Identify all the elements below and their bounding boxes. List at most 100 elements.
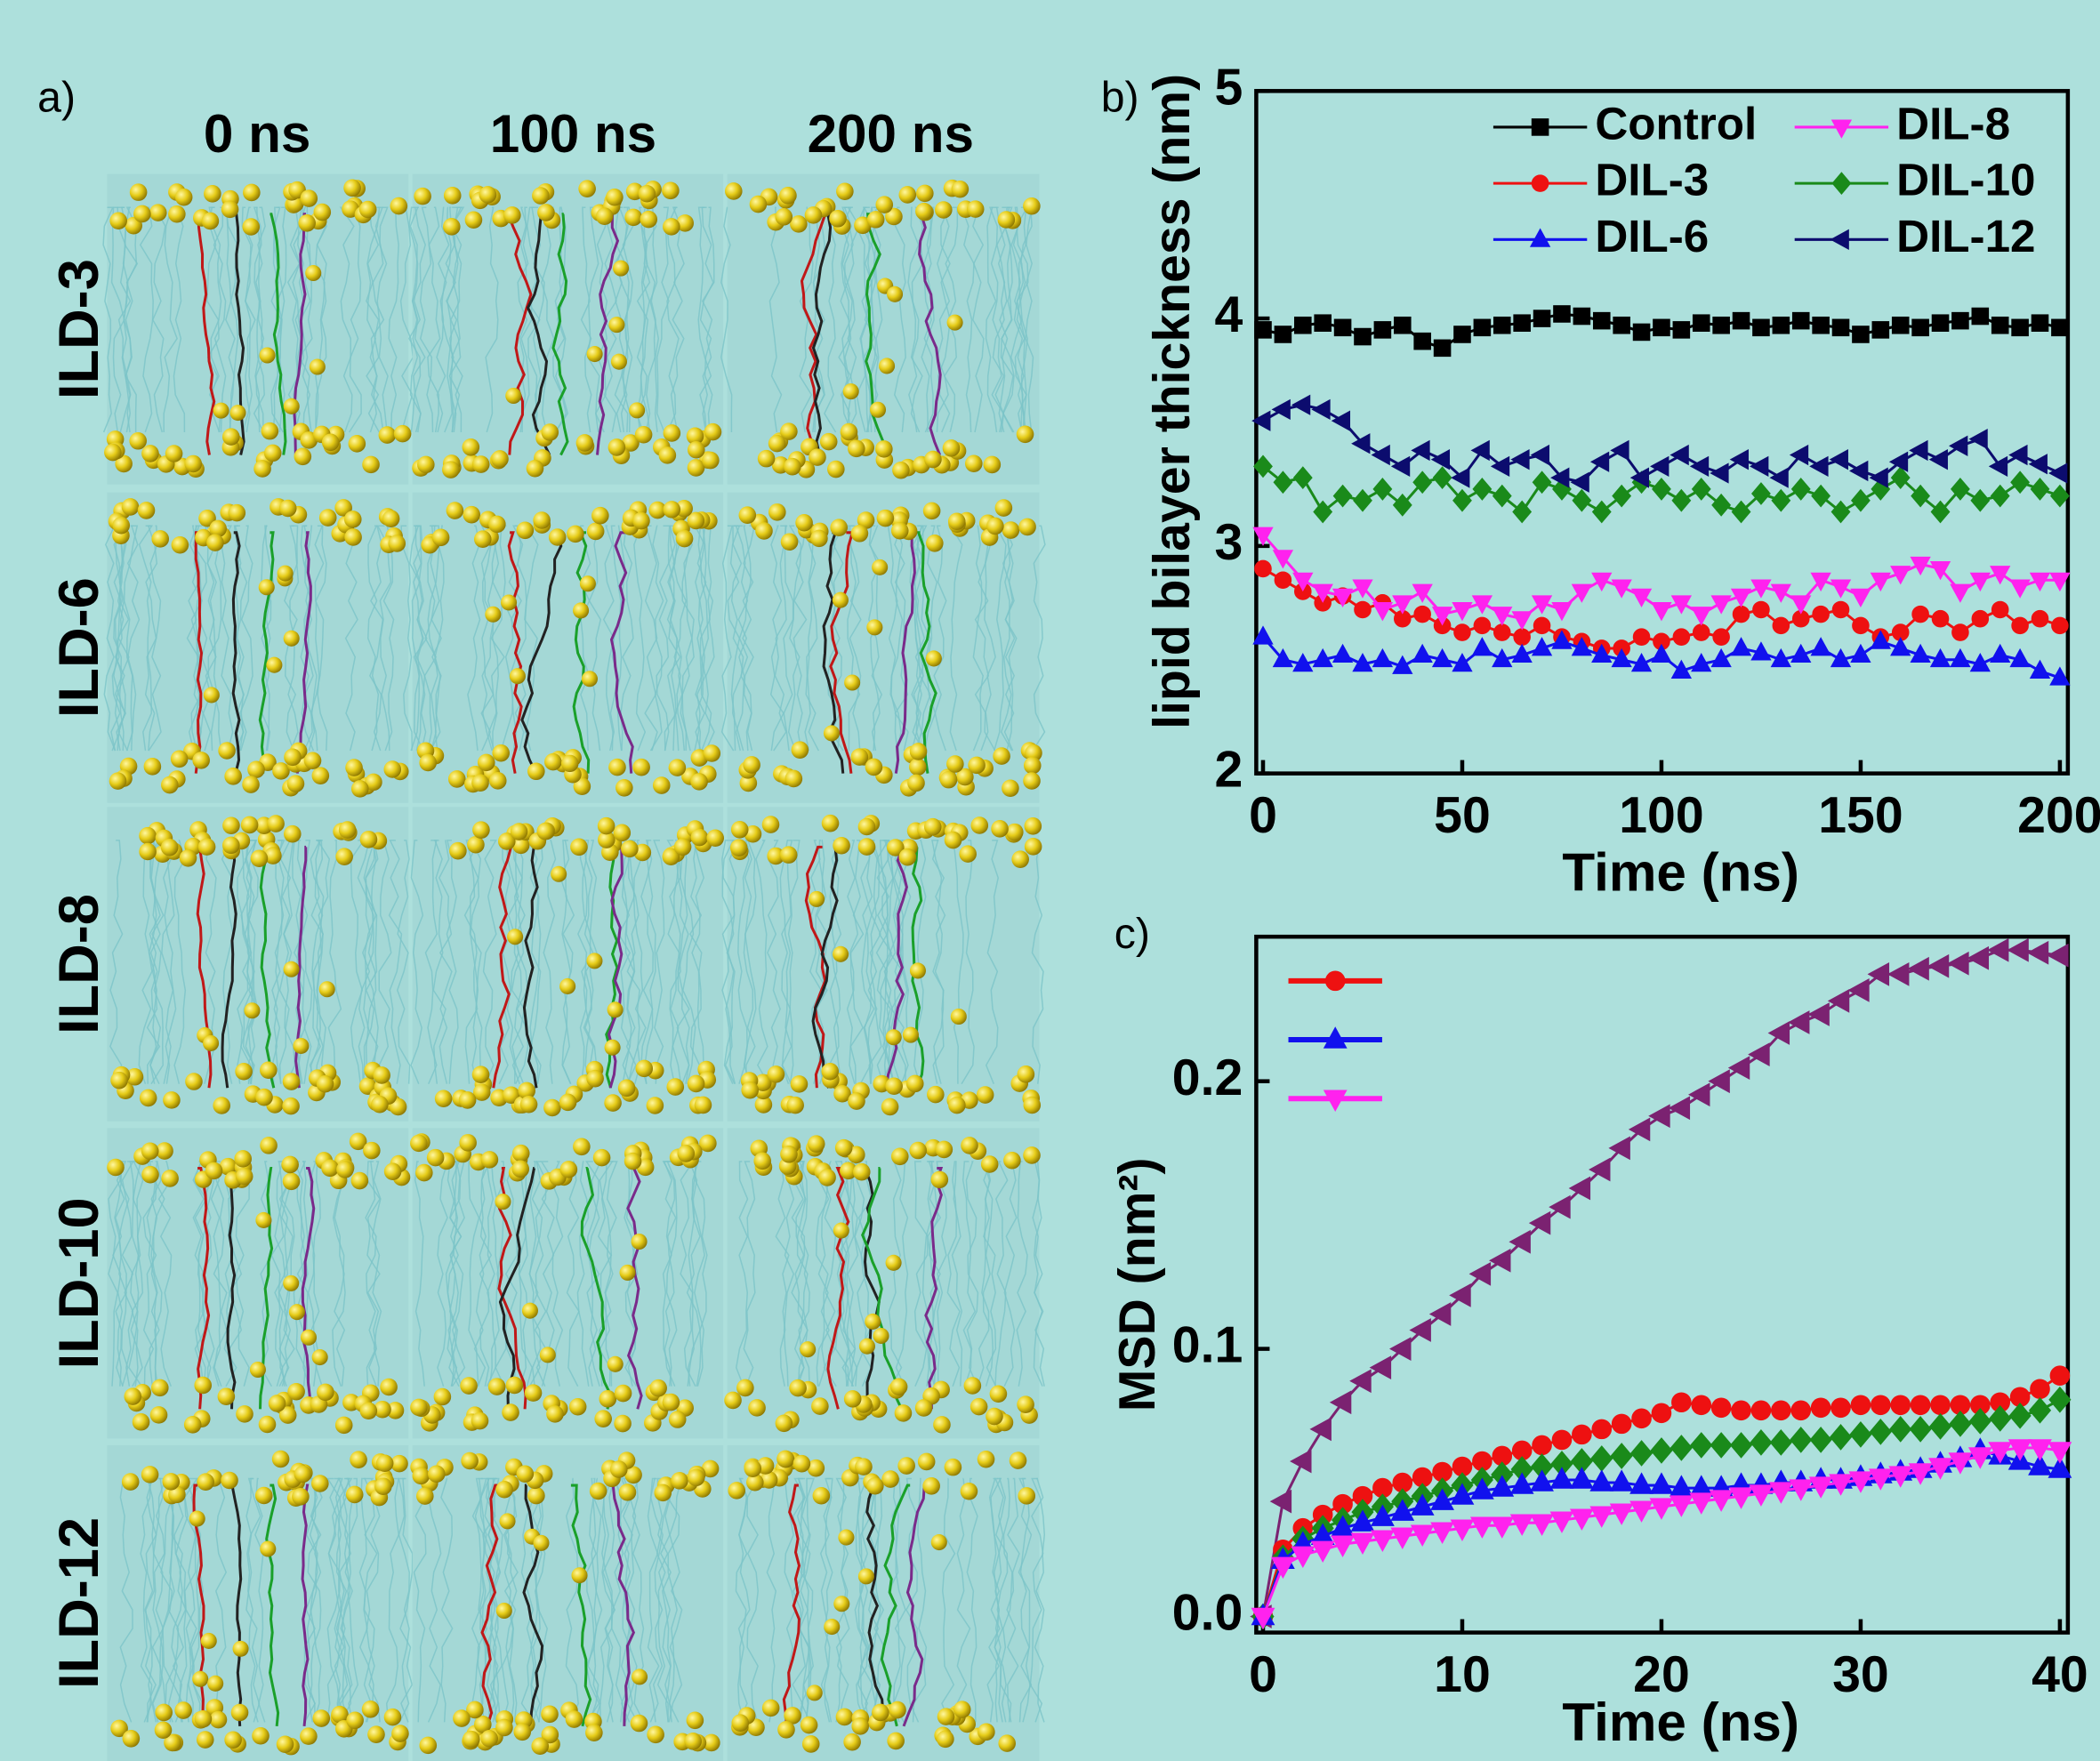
molecule (570, 1484, 592, 1727)
lipid-tail (691, 840, 705, 1084)
lipid-tail (358, 1477, 373, 1723)
marker (1568, 1176, 1591, 1201)
marker (1430, 1488, 1454, 1510)
lipid-tail (721, 840, 736, 1085)
headgroup (937, 1708, 955, 1725)
marker (1413, 332, 1431, 350)
marker (1768, 1482, 1793, 1504)
headgroup (744, 824, 762, 843)
lipid-tail (602, 525, 616, 752)
headgroup (635, 1059, 654, 1078)
headgroup (459, 1134, 477, 1152)
headgroup (390, 1454, 408, 1473)
headgroup (663, 501, 681, 519)
headgroup (810, 529, 828, 548)
headgroup (477, 753, 495, 772)
lipid-tail (427, 525, 440, 752)
marker (1890, 466, 1911, 490)
lipid-tail (150, 1161, 163, 1387)
marker (1528, 1210, 1551, 1235)
marker (1392, 655, 1413, 674)
marker (1390, 455, 1411, 477)
headgroup (336, 1161, 354, 1178)
lipid-tail (140, 1477, 153, 1723)
lipid-tail (485, 206, 499, 433)
marker (1730, 588, 1752, 607)
marker (1971, 609, 1990, 628)
lipid-tail (994, 1477, 1009, 1723)
x-axis-label: Time (ns) (1562, 842, 1799, 902)
lipid-tail (432, 840, 447, 1084)
headgroup (694, 1096, 712, 1114)
snapshot (720, 492, 1046, 803)
headgroup (610, 353, 627, 370)
headgroup (548, 528, 567, 546)
headgroup (338, 821, 357, 839)
lipid-tail (340, 1477, 354, 1723)
row-label: ILD-8 (48, 894, 110, 1034)
marker (1251, 410, 1271, 431)
headgroup (206, 534, 224, 551)
headgroup (946, 755, 964, 773)
lipid-tail (702, 525, 715, 752)
headgroup (371, 1095, 389, 1114)
marker (1967, 1447, 1992, 1469)
headgroup (589, 1482, 607, 1500)
marker (1968, 428, 1988, 450)
headgroup (933, 1416, 951, 1434)
headgroup (905, 1074, 924, 1093)
lipid-tail (173, 206, 186, 432)
lipid-tail (121, 1161, 134, 1387)
headgroup (607, 438, 626, 456)
lipid-tail (175, 1477, 189, 1723)
headgroup (786, 1096, 804, 1114)
headgroup (690, 828, 709, 847)
lipid-tail (871, 206, 883, 432)
marker (1291, 1546, 1316, 1569)
lipid-tail (123, 525, 139, 752)
molecule (782, 1484, 801, 1726)
headgroup (704, 422, 722, 441)
headgroup (344, 528, 362, 546)
snapshot (410, 1128, 724, 1439)
headgroup (898, 848, 917, 866)
snapshot (107, 1128, 411, 1439)
lipid-tail (819, 1477, 833, 1723)
headgroup (607, 1001, 624, 1018)
lipid-tail (666, 1477, 680, 1723)
headgroup (318, 981, 335, 998)
headgroup (282, 1172, 301, 1191)
lipid-tail (511, 840, 526, 1084)
headgroup (495, 1602, 512, 1620)
headgroup (250, 849, 269, 867)
headgroup (460, 1377, 478, 1395)
lipid-tail (859, 1477, 874, 1723)
headgroup (632, 758, 650, 776)
marker (2009, 579, 2031, 599)
headgroup (775, 1414, 793, 1433)
headgroup (925, 650, 942, 667)
marker (1369, 1355, 1392, 1380)
snapshot (410, 807, 724, 1122)
headgroup (993, 747, 1010, 765)
legend-marker (1831, 172, 1852, 196)
lipid-tail (649, 525, 664, 752)
headgroup (889, 1378, 908, 1396)
headgroup (812, 1486, 831, 1505)
headgroup (951, 180, 970, 198)
headgroup (110, 1071, 128, 1090)
lipid-tail (982, 1161, 994, 1387)
marker (1890, 1395, 1911, 1416)
headgroup (986, 517, 1004, 535)
headgroup (252, 1726, 270, 1745)
lipid-tail (440, 1477, 454, 1723)
molecule (230, 1484, 243, 1726)
lipid-tail (213, 206, 227, 433)
headgroup (702, 451, 720, 470)
molecule (522, 845, 539, 1089)
lipid-tail (365, 206, 381, 433)
marker (1612, 484, 1632, 508)
lipid-tail (875, 840, 890, 1084)
marker (1990, 643, 2011, 663)
marker (1711, 493, 1732, 517)
